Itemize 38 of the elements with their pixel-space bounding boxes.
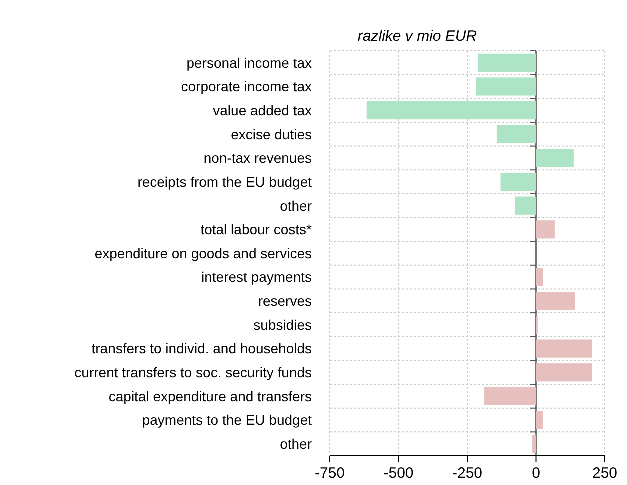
bar xyxy=(366,102,536,120)
x-tick-label: 250 xyxy=(592,465,618,482)
x-tick-label: -500 xyxy=(384,465,414,482)
bar xyxy=(536,364,592,382)
y-tick-label: other xyxy=(280,436,312,452)
y-tick-label: interest payments xyxy=(202,269,312,286)
bar xyxy=(536,268,544,286)
bar xyxy=(500,172,536,192)
chart-title: razlike v mio EUR xyxy=(358,28,478,45)
bar xyxy=(515,196,536,215)
y-tick-label: excise duties xyxy=(231,126,312,142)
y-tick-label: expenditure on goods and services xyxy=(94,245,312,262)
y-tick-label: transfers to individ. and households xyxy=(92,340,312,357)
y-tick-label: capital expenditure and transfers xyxy=(108,388,312,404)
y-tick-label: other xyxy=(280,198,312,214)
y-tick-label: payments to the EU budget xyxy=(142,412,312,428)
bar xyxy=(536,411,544,430)
y-tick-label: current transfers to soc. security funds xyxy=(74,364,312,381)
bar xyxy=(476,78,536,96)
bar xyxy=(536,149,574,168)
y-tick-label: value added tax xyxy=(213,102,312,118)
x-tick-label: 0 xyxy=(532,465,540,482)
x-tick-label: -250 xyxy=(452,465,483,482)
y-tick-label: subsidies xyxy=(254,316,312,333)
bar xyxy=(532,435,536,454)
y-tick-label: reserves xyxy=(258,293,312,310)
y-tick-label: corporate income tax xyxy=(181,78,312,95)
bar xyxy=(536,292,576,310)
y-tick-label: total labour costs* xyxy=(200,222,313,238)
y-tick-label: non-tax revenues xyxy=(204,150,312,166)
bar xyxy=(536,340,592,358)
y-tick-label: receipts from the EU budget xyxy=(138,174,312,190)
bar xyxy=(536,220,555,239)
bar xyxy=(496,125,536,144)
bar xyxy=(484,387,536,406)
bar xyxy=(478,54,536,72)
x-tick-label: -750 xyxy=(314,465,346,482)
y-tick-label: personal income tax xyxy=(186,54,312,71)
